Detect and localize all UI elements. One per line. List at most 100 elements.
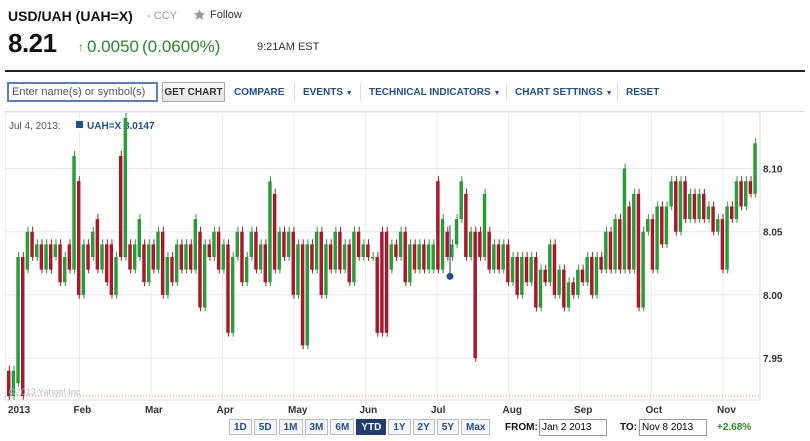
range-2y-button[interactable]: 2Y: [412, 419, 435, 435]
candle: [226, 244, 230, 333]
candle: [464, 193, 468, 257]
candle: [258, 244, 263, 270]
candle: [562, 269, 566, 308]
chart-toolbar: GET CHART COMPARE EVENTS ▼ TECHNICAL IND…: [5, 72, 805, 112]
candle: [734, 181, 739, 220]
candle: [109, 244, 114, 295]
candle: [678, 181, 683, 232]
candle: [711, 206, 715, 232]
candle: [86, 244, 90, 270]
candle: [529, 257, 533, 283]
range-5y-button[interactable]: 5Y: [436, 419, 460, 435]
candle: [552, 244, 557, 295]
candle: [375, 257, 379, 333]
to-date-input[interactable]: [639, 419, 707, 436]
candle: [403, 231, 407, 283]
candle: [702, 193, 706, 220]
candle: [622, 168, 627, 270]
candle: [571, 282, 575, 295]
candle: [170, 257, 174, 283]
candle: [496, 244, 501, 270]
x-tick-label: Aug: [503, 405, 522, 415]
candle: [646, 219, 650, 232]
toolbar-divider: [506, 83, 507, 101]
candle: [576, 269, 580, 295]
x-tick-label: Sep: [574, 405, 592, 415]
legend-swatch: [76, 121, 83, 128]
candle: [534, 257, 538, 308]
candle: [338, 231, 342, 270]
candle: [683, 181, 687, 220]
candle: [221, 244, 226, 270]
y-tick-label: 8.05: [763, 228, 783, 239]
candle: [34, 244, 39, 257]
candle: [347, 244, 351, 283]
compare-link[interactable]: COMPARE: [234, 87, 285, 98]
candle: [725, 206, 729, 270]
range-1d-button[interactable]: 1D: [229, 419, 252, 435]
candle: [72, 155, 76, 270]
candle: [272, 193, 277, 270]
range-3m-button[interactable]: 3M: [304, 419, 329, 435]
technical-indicators-menu[interactable]: TECHNICAL INDICATORS ▼: [369, 87, 500, 98]
candle: [179, 244, 184, 270]
candle: [445, 231, 449, 257]
candle: [366, 244, 370, 257]
toolbar-divider: [360, 83, 361, 101]
change-percent: (0.0600%): [142, 37, 221, 56]
candle: [515, 257, 519, 295]
candle: [459, 181, 463, 220]
candle: [48, 244, 53, 270]
candle: [426, 244, 431, 270]
reset-link[interactable]: RESET: [626, 87, 660, 98]
candle: [501, 244, 505, 270]
range-5d-button[interactable]: 5D: [253, 419, 277, 435]
candle: [137, 219, 142, 257]
from-date-input[interactable]: [539, 419, 607, 436]
candle: [44, 244, 48, 270]
candle: [706, 206, 711, 220]
candle: [585, 257, 589, 283]
follow-button[interactable]: Follow: [193, 8, 242, 21]
candle: [590, 257, 594, 295]
caret-down-icon: ▼: [493, 90, 501, 97]
events-label: EVENTS: [303, 87, 344, 98]
exchange-label: - CCY: [147, 10, 177, 22]
get-chart-button[interactable]: GET CHART: [162, 82, 225, 102]
x-tick-label: Mar: [145, 405, 163, 415]
candle: [286, 231, 291, 257]
candle: [580, 269, 585, 283]
candle: [333, 231, 337, 270]
range-max-button[interactable]: Max: [461, 419, 491, 435]
toolbar-divider: [617, 83, 618, 101]
candle: [543, 269, 547, 283]
symbol-input[interactable]: [7, 82, 158, 102]
candle: [454, 219, 459, 245]
toolbar-divider: [294, 83, 295, 101]
candle: [506, 244, 510, 283]
candle: [184, 244, 188, 270]
x-axis: 2013 Feb Mar Apr May Jun Jul Aug Sep Oct Nov: [8, 405, 736, 415]
y-axis: 7.95 8.00 8.05 8.10: [763, 165, 783, 366]
events-menu[interactable]: EVENTS ▼: [303, 87, 353, 98]
marker-point: [446, 272, 454, 280]
range-6m-button[interactable]: 6M: [330, 419, 355, 435]
to-label: TO:: [620, 422, 638, 433]
candle: [90, 231, 95, 257]
range-1y-button[interactable]: 1Y: [388, 419, 411, 435]
y-tick-label: 7.95: [763, 354, 783, 365]
candle: [613, 219, 617, 270]
candle: [62, 257, 67, 283]
candle: [394, 244, 398, 257]
candle: [627, 206, 631, 270]
chart-settings-menu[interactable]: CHART SETTINGS ▼: [515, 87, 613, 98]
candle: [361, 244, 365, 257]
range-1m-button[interactable]: 1M: [278, 419, 303, 435]
candle: [300, 244, 305, 346]
candlestick-chart[interactable]: Jul 4, 2013: UAH=X 8.0147 ©2013 Yahoo! I…: [5, 112, 805, 415]
range-ytd-button[interactable]: YTD: [356, 419, 387, 435]
candle: [748, 181, 753, 194]
candle: [123, 118, 128, 257]
candle: [114, 257, 118, 295]
candle: [254, 231, 258, 270]
